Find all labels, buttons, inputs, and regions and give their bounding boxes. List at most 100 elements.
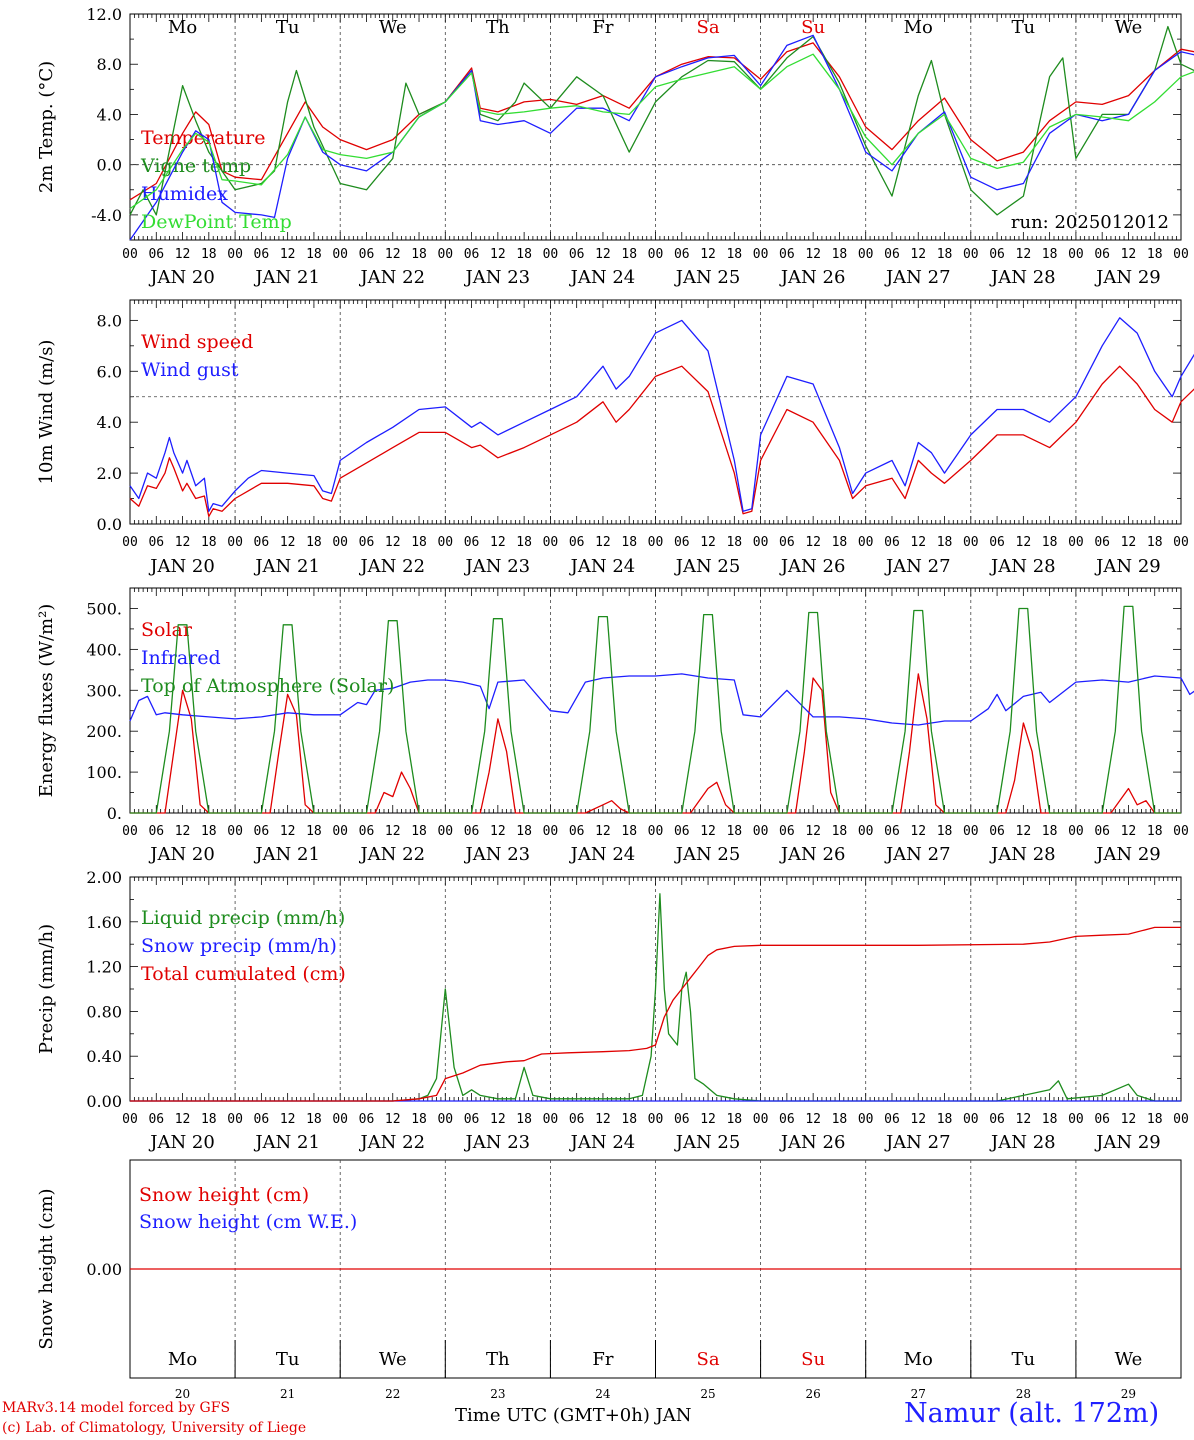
hour-tick-label: 06 (884, 535, 900, 550)
hour-tick-label: 12 (490, 247, 506, 262)
hour-tick-label: 00 (1068, 535, 1084, 550)
date-label: JAN 29 (1094, 267, 1161, 288)
date-label: JAN 29 (1094, 844, 1161, 865)
date-label: JAN 20 (148, 556, 215, 577)
hour-tick-label: 06 (989, 535, 1005, 550)
hour-tick-label: 18 (1042, 247, 1058, 262)
date-label: JAN 21 (253, 267, 320, 288)
hour-tick-label: 12 (280, 1112, 296, 1127)
hour-tick-label: 18 (937, 247, 953, 262)
hour-tick-label: 18 (937, 535, 953, 550)
series-line-total-cumulated-cm (130, 926, 1181, 1102)
hour-tick-label: 00 (227, 247, 243, 262)
date-label: JAN 27 (884, 556, 951, 577)
hour-tick-label: 00 (332, 247, 348, 262)
hour-tick-label: 18 (726, 535, 742, 550)
hour-tick-label: 06 (884, 1112, 900, 1127)
hour-tick-label: 00 (332, 824, 348, 839)
chart-panel-4: 0.00 0.40 0.80 1.20 1.60 2.00 Precip (mm/h) 00 0… (36, 868, 1189, 1153)
legend-entry: DewPoint Temp (141, 211, 292, 233)
date-label: JAN 25 (674, 267, 741, 288)
date-label: JAN 26 (779, 1132, 846, 1153)
hour-tick-label: 12 (700, 1112, 716, 1127)
hour-tick-label: 12 (385, 535, 401, 550)
legend-entry: Solar (141, 619, 193, 641)
hour-tick-label: 00 (753, 535, 769, 550)
hour-tick-label: 12 (805, 247, 821, 262)
hour-tick-label: 06 (148, 1112, 164, 1127)
hour-tick-label: 00 (858, 535, 874, 550)
hour-tick-label: 18 (1147, 1112, 1163, 1127)
date-label: JAN 20 (148, 267, 215, 288)
hour-tick-label: 18 (937, 824, 953, 839)
date-label: JAN 23 (464, 1132, 531, 1153)
date-label: JAN 25 (674, 556, 741, 577)
y-tick-label: -4.0 (91, 206, 122, 225)
hour-tick-label: 12 (910, 1112, 926, 1127)
hour-tick-label: 18 (726, 247, 742, 262)
legend-entry: Snow height (cm) (139, 1184, 309, 1206)
hour-tick-label: 00 (858, 824, 874, 839)
hour-tick-label: 00 (963, 535, 979, 550)
hour-tick-label: 18 (306, 824, 322, 839)
hour-tick-label: 12 (1016, 247, 1032, 262)
day-of-week-label: We (379, 17, 407, 38)
hour-tick-label: 12 (910, 247, 926, 262)
hour-tick-label: 12 (280, 247, 296, 262)
date-label: JAN 25 (674, 844, 741, 865)
y-tick-label: 8.0 (97, 55, 122, 74)
hour-tick-label: 12 (1121, 824, 1137, 839)
hour-tick-label: 12 (1016, 535, 1032, 550)
hour-tick-label: 00 (437, 1112, 453, 1127)
day-of-week-label: Sa (697, 1349, 720, 1370)
date-label: JAN 27 (884, 844, 951, 865)
day-number-label: 29 (1121, 1387, 1136, 1401)
date-label: JAN 23 (464, 267, 531, 288)
hour-tick-label: 06 (148, 824, 164, 839)
date-label: JAN 22 (358, 844, 425, 865)
series-line-humidex (129, 34, 1194, 241)
legend-entry: Vigne temp (140, 155, 251, 177)
date-label: JAN 28 (989, 556, 1056, 577)
date-label: JAN 26 (779, 556, 846, 577)
day-of-week-label: Th (486, 17, 510, 38)
y-axis-label: Precip (mm/h) (36, 924, 57, 1054)
y-tick-label: 0.00 (86, 1092, 122, 1111)
hour-tick-label: 06 (569, 247, 585, 262)
hour-tick-label: 18 (516, 247, 532, 262)
date-label: JAN 23 (464, 844, 531, 865)
hour-tick-label: 18 (516, 535, 532, 550)
date-label: JAN 28 (989, 267, 1056, 288)
hour-tick-label: 06 (779, 247, 795, 262)
legend-entry: Infrared (141, 647, 221, 669)
date-label: JAN 21 (253, 1132, 320, 1153)
day-of-week-label: Fr (592, 1349, 613, 1370)
day-number-label: 23 (490, 1387, 505, 1401)
hour-tick-label: 00 (543, 247, 559, 262)
y-tick-label: 4.0 (97, 105, 122, 124)
day-number-label: 26 (806, 1387, 821, 1401)
hour-tick-label: 12 (805, 1112, 821, 1127)
hour-tick-label: 18 (832, 1112, 848, 1127)
y-tick-label: 12.0 (86, 5, 122, 24)
hour-tick-label: 18 (1042, 824, 1058, 839)
hour-tick-label: 18 (832, 535, 848, 550)
hour-tick-label: 12 (805, 535, 821, 550)
day-of-week-label: We (1115, 17, 1143, 38)
hour-tick-label: 06 (359, 247, 375, 262)
y-tick-label: 2.00 (86, 868, 122, 887)
day-of-week-label: Tu (1012, 17, 1036, 38)
hour-tick-label: 06 (1094, 535, 1110, 550)
hour-tick-label: 06 (254, 824, 270, 839)
y-tick-label: 0.0 (97, 515, 122, 534)
hour-tick-label: 00 (437, 247, 453, 262)
hour-tick-label: 00 (1173, 247, 1189, 262)
legend-entry: Top of Atmosphere (Solar) (141, 675, 394, 697)
hour-tick-label: 06 (779, 535, 795, 550)
hour-tick-label: 06 (779, 1112, 795, 1127)
hour-tick-label: 12 (1121, 1112, 1137, 1127)
hour-tick-label: 00 (227, 824, 243, 839)
hour-tick-label: 12 (385, 247, 401, 262)
hour-tick-label: 00 (648, 535, 664, 550)
